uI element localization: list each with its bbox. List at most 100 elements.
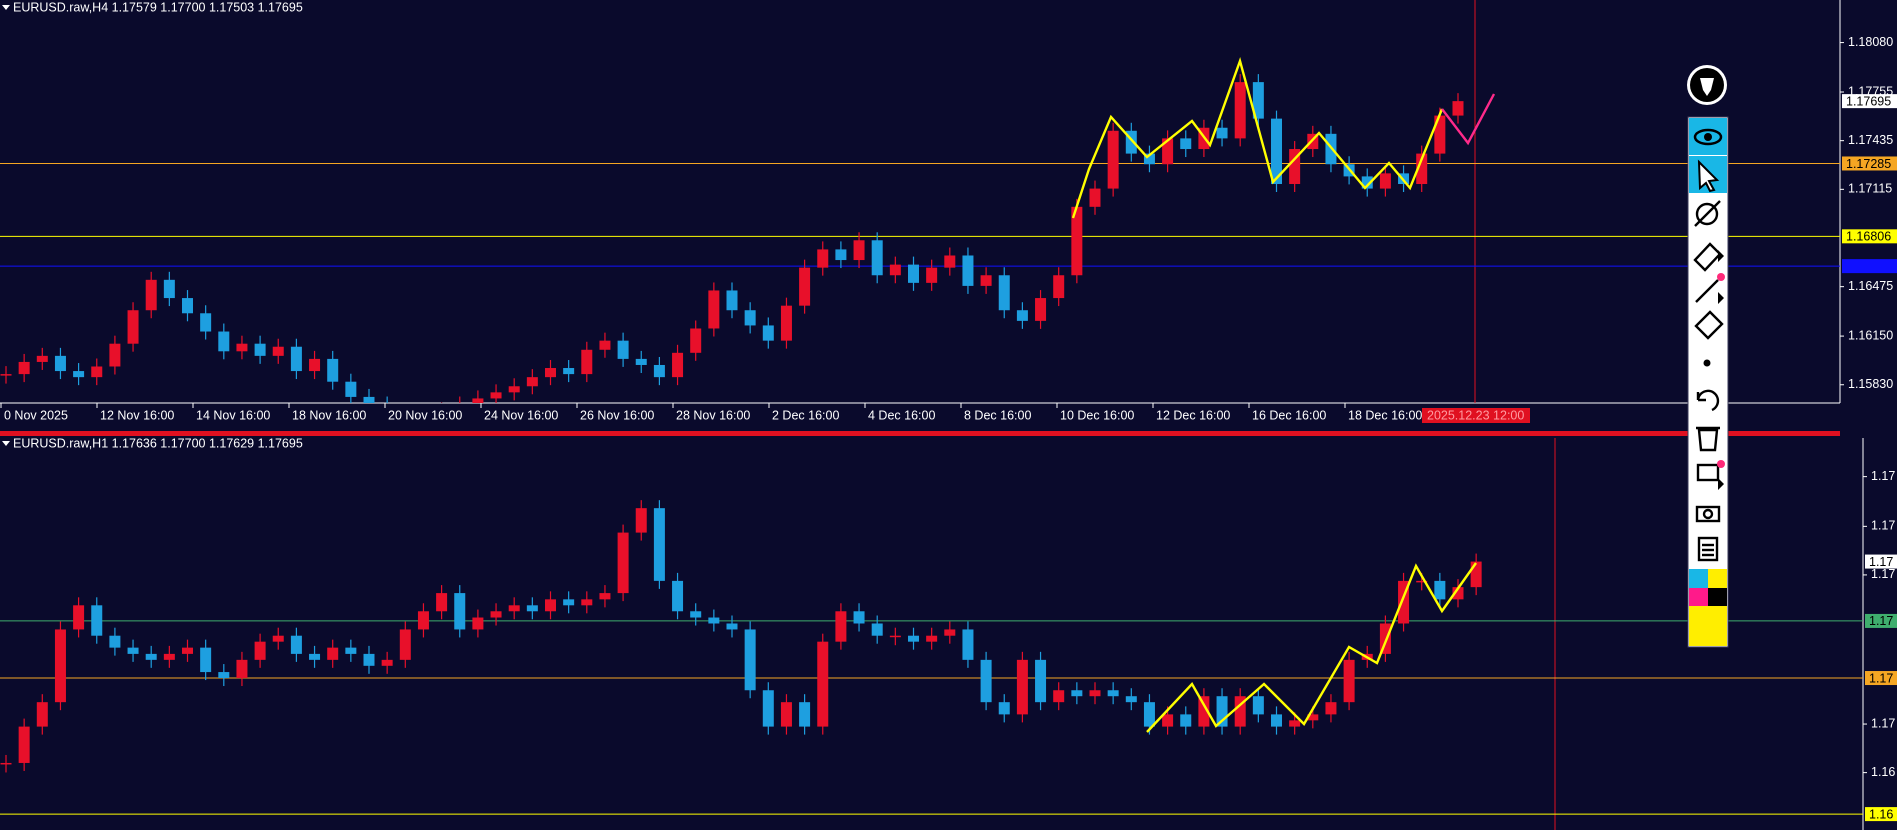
candle-body [363,653,375,666]
price-level-tag [1865,613,1897,628]
candle-body [508,386,520,393]
x-tick-label: 10 Dec 16:00 [1060,408,1134,422]
candle-body [327,358,339,382]
candle-body [1143,702,1155,727]
zigzag-drawing [1071,57,1444,219]
candle-body [182,647,193,654]
candle-body [272,635,284,642]
current-price-label: 1.17 [1869,555,1893,569]
y-tick-label: 1.17435 [1848,133,1893,147]
candle-body [309,653,321,660]
color-dot [1717,460,1725,468]
candle-body [1180,714,1192,727]
tool-screenshot[interactable] [1695,505,1721,523]
tool-clipboard[interactable] [1697,536,1719,562]
candle-body [236,659,248,679]
candle-body [635,358,647,365]
candle-body [73,371,85,378]
color-swatch[interactable] [1689,588,1708,606]
candle-body [1343,659,1355,703]
tool-delete[interactable] [1696,426,1720,452]
candle-body [1398,580,1410,624]
candle-body [780,305,792,341]
candle-body [145,279,157,311]
candle-body [526,377,538,387]
y-tick-label: 1.17 [1871,716,1895,730]
tool-line[interactable] [1695,279,1719,303]
candle-body [1416,153,1428,185]
candle-body [962,255,974,286]
cursor-time-tag [1422,408,1530,423]
y-tick-label: 1.15830 [1848,377,1893,391]
collapse-arrow[interactable] [2,441,10,446]
tool-point[interactable] [1703,359,1711,367]
candle-body [708,290,720,329]
chart-header: EURUSD.raw,H4 1.17579 1.17700 1.17503 1.… [13,0,303,14]
y-tick-label: 1.18080 [1848,35,1893,49]
candle-body [454,593,466,630]
price-level-tag [1865,807,1897,822]
candle-body [18,726,30,763]
color-swatch[interactable] [1708,569,1727,588]
candle-body [472,398,484,403]
candle-body [1162,138,1174,165]
price-level-tag [1842,156,1897,171]
candle-body [653,508,665,581]
candle-body [36,355,48,362]
chart-header: EURUSD.raw,H1 1.17636 1.17700 1.17629 1.… [13,436,303,450]
toolbar-panel [1687,116,1729,648]
x-tick-label: 4 Dec 16:00 [868,408,935,422]
tool-magnet[interactable] [1695,202,1719,226]
candle-body [944,629,956,636]
candle-body [690,328,702,353]
candle-body [545,368,556,378]
candle-body [762,690,774,727]
x-tick-label: 12 Dec 16:00 [1156,408,1230,422]
candle-body [309,358,321,372]
tool-template[interactable] [1696,463,1720,482]
candle-body [91,366,103,378]
candle-body [508,605,520,612]
candle-body [472,617,484,630]
axes: 1.180801.177551.174351.171151.164751.161… [0,35,1897,822]
candle-body [980,659,992,703]
candle-body [889,635,901,638]
zigzag-drawing [1146,562,1477,733]
camera-lens [1702,508,1714,520]
candle-body [889,264,901,276]
candle-body [581,349,593,375]
drawing-toolbar [1687,65,1729,648]
y-tick-label: 1.16 [1871,765,1895,779]
y-tick-label: 1.17 [1871,567,1895,581]
candle-body [73,605,85,630]
active-color[interactable] [1689,606,1727,646]
candle-body [182,298,193,314]
candle-body [200,647,212,673]
candle-body [980,275,992,286]
x-tick-label: 28 Nov 16:00 [676,408,750,422]
candle-body [1307,133,1319,150]
collapse-arrow[interactable] [2,5,10,10]
tool-undo[interactable] [1696,389,1720,412]
candle-body [254,641,266,660]
price-level-label: 1.16 [1869,807,1893,821]
candle-body [1416,580,1428,583]
candle-body [1107,130,1119,189]
candle-body [1107,690,1119,697]
x-tick-label: 16 Dec 16:00 [1252,408,1326,422]
candle-body [1016,659,1028,715]
candle-body [127,647,139,654]
candle-body [218,331,230,352]
candle-body [290,635,302,654]
pen-icon [1700,78,1714,96]
color-swatch[interactable] [1708,588,1727,606]
candle-body [726,290,738,311]
price-level-label: 1.17285 [1846,157,1891,171]
candle-body [18,361,30,375]
candle-body [1053,275,1065,299]
tool-ruler[interactable] [1694,310,1724,340]
color-swatch[interactable] [1689,569,1708,588]
candle-body [617,532,629,594]
candle-body [835,249,847,261]
